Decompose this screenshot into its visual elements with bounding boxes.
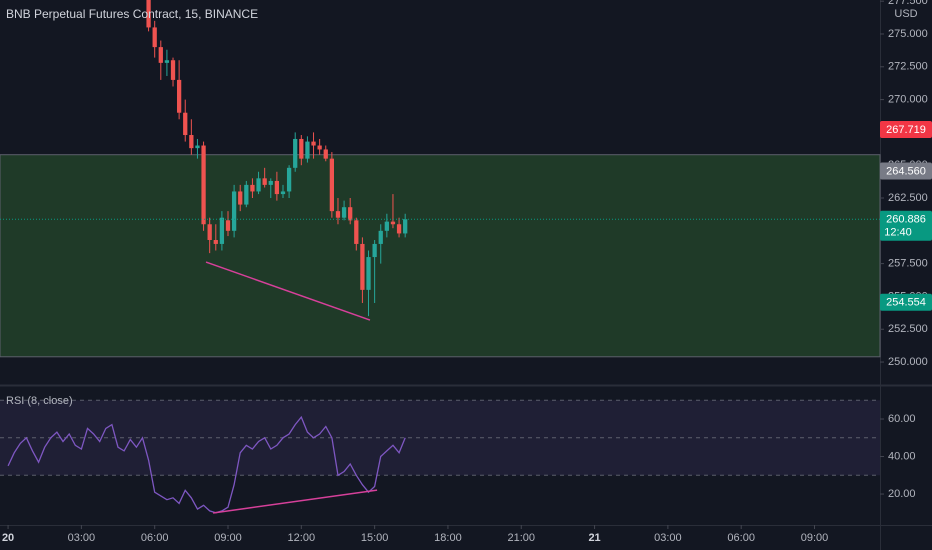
price-label: 267.719 bbox=[886, 124, 926, 136]
y-tick-label: 60.00 bbox=[888, 413, 916, 425]
y-tick-label: 277.500 bbox=[888, 0, 928, 7]
trendline bbox=[205, 261, 371, 321]
trendline bbox=[212, 489, 378, 514]
y-tick-label: 250.000 bbox=[888, 356, 928, 368]
candle-body bbox=[305, 141, 310, 159]
rsi-line bbox=[7, 415, 406, 514]
candle-body bbox=[158, 47, 163, 63]
candle-body bbox=[335, 211, 341, 218]
candle-body bbox=[329, 158, 335, 212]
x-tick-label: 20 bbox=[2, 532, 14, 544]
x-tick-label: 09:00 bbox=[214, 532, 242, 544]
candle-body bbox=[189, 135, 194, 149]
price-label: 264.560 bbox=[886, 165, 926, 177]
x-tick-label: 06:00 bbox=[141, 532, 169, 544]
candle-body bbox=[238, 191, 243, 205]
candle-body bbox=[372, 243, 377, 258]
candle-body bbox=[317, 145, 322, 150]
candle-body bbox=[195, 145, 200, 149]
candle-body bbox=[207, 224, 212, 241]
candle-body bbox=[152, 27, 157, 48]
candle-body bbox=[299, 138, 304, 159]
candle-body bbox=[348, 207, 353, 221]
candle-body bbox=[164, 60, 170, 63]
x-tick-label: 09:00 bbox=[801, 532, 829, 544]
x-tick-label: 12:00 bbox=[288, 532, 316, 544]
candle-body bbox=[354, 220, 359, 244]
y-tick-label: 270.000 bbox=[888, 94, 928, 106]
candle-body bbox=[378, 230, 383, 244]
candle-body bbox=[256, 178, 261, 192]
price-label: 254.554 bbox=[886, 297, 926, 309]
candle-body bbox=[183, 112, 188, 136]
candle-body bbox=[262, 178, 267, 185]
candle-body bbox=[396, 224, 402, 234]
candle-body bbox=[274, 180, 280, 195]
y-tick-label: 40.00 bbox=[888, 450, 916, 462]
candle-body bbox=[360, 243, 365, 290]
x-tick-label: 18:00 bbox=[434, 532, 462, 544]
candle-body bbox=[146, 0, 151, 28]
price-label-box bbox=[880, 162, 932, 180]
price-label-box bbox=[880, 121, 932, 139]
chart-title: BNB Perpetual Futures Contract, 15, BINA… bbox=[6, 7, 258, 21]
x-tick-label: 06:00 bbox=[727, 532, 755, 544]
zone bbox=[0, 154, 881, 358]
y-tick-label: 20.00 bbox=[888, 488, 916, 500]
x-tick-label: 15:00 bbox=[361, 532, 389, 544]
candle-body bbox=[201, 145, 206, 225]
y-tick-label: 252.500 bbox=[888, 323, 928, 335]
candle-body bbox=[231, 191, 237, 231]
y-tick-label: 272.500 bbox=[888, 61, 928, 73]
candle-body bbox=[244, 184, 249, 205]
candle-body bbox=[219, 217, 225, 244]
candle-body bbox=[286, 167, 292, 192]
countdown: 12:40 bbox=[884, 227, 912, 239]
candle-body bbox=[384, 221, 389, 231]
candle-body bbox=[323, 149, 328, 159]
currency: USD bbox=[894, 8, 917, 20]
candle-body bbox=[268, 180, 273, 185]
x-tick-label: 21:00 bbox=[507, 532, 535, 544]
candle-body bbox=[403, 219, 408, 234]
candle-body bbox=[341, 207, 347, 218]
candle-body bbox=[170, 60, 176, 80]
candle-body bbox=[213, 240, 218, 244]
candle-body bbox=[176, 79, 182, 113]
candle-body bbox=[366, 257, 371, 290]
candle-body bbox=[390, 221, 396, 225]
price-label: 260.886 bbox=[886, 214, 926, 226]
candle-body bbox=[293, 138, 298, 168]
candle-body bbox=[280, 191, 286, 195]
price-label-box bbox=[880, 210, 932, 241]
candle-body bbox=[311, 141, 316, 146]
indicator-title: RSI (8, close) bbox=[6, 395, 73, 407]
x-tick-label: 03:00 bbox=[68, 532, 96, 544]
candle-body bbox=[225, 220, 231, 231]
x-tick-label: 03:00 bbox=[654, 532, 682, 544]
x-tick-label: 21 bbox=[588, 532, 600, 544]
y-tick-label: 257.500 bbox=[888, 258, 928, 270]
y-tick-label: 275.000 bbox=[888, 28, 928, 40]
y-tick-label: 262.500 bbox=[888, 192, 928, 204]
price-label-box bbox=[880, 293, 932, 311]
candle-body bbox=[250, 184, 255, 192]
